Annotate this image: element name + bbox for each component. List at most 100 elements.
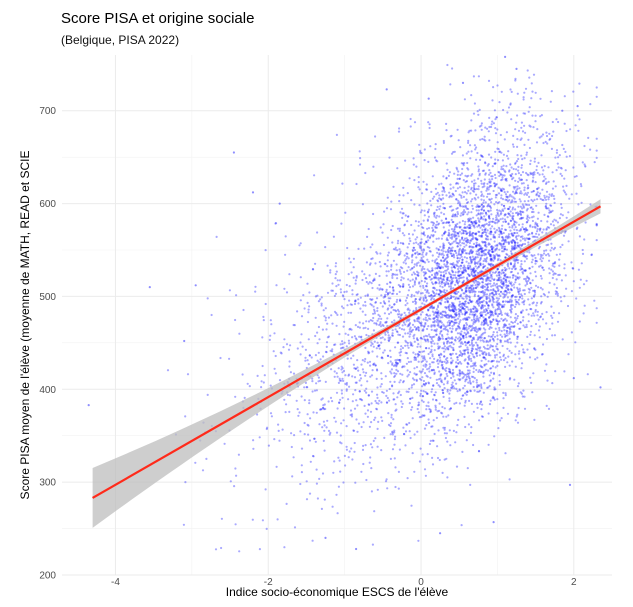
data-point xyxy=(393,303,396,306)
data-point xyxy=(547,407,551,410)
data-point xyxy=(529,159,532,162)
data-point xyxy=(461,252,464,255)
data-point xyxy=(574,341,577,344)
data-point xyxy=(554,370,557,373)
data-point xyxy=(392,273,395,276)
data-point xyxy=(518,223,521,226)
data-point xyxy=(513,264,516,267)
data-point xyxy=(476,402,479,405)
data-point xyxy=(354,282,357,285)
data-point xyxy=(516,322,519,325)
data-point xyxy=(478,224,481,227)
data-point xyxy=(490,310,494,314)
data-point xyxy=(531,232,534,235)
data-point xyxy=(490,275,493,278)
data-point xyxy=(510,175,513,178)
data-point xyxy=(233,485,236,488)
data-point xyxy=(498,230,501,233)
data-point xyxy=(570,261,573,264)
data-point xyxy=(405,390,408,393)
data-point xyxy=(479,370,482,373)
data-point xyxy=(464,174,467,177)
data-point xyxy=(519,321,522,324)
data-point xyxy=(480,250,483,253)
data-point xyxy=(475,379,478,382)
data-point xyxy=(537,211,540,214)
data-point xyxy=(469,365,472,368)
data-point xyxy=(483,364,486,367)
data-point xyxy=(471,313,474,316)
data-point xyxy=(415,278,418,281)
data-point xyxy=(504,198,507,201)
data-point xyxy=(548,267,551,270)
data-point xyxy=(319,408,322,411)
data-point xyxy=(356,430,359,433)
data-point xyxy=(463,226,466,229)
data-point xyxy=(362,371,365,374)
data-point xyxy=(545,202,548,205)
data-point xyxy=(441,405,444,409)
data-point xyxy=(411,452,414,455)
data-point xyxy=(552,180,555,183)
data-point xyxy=(456,168,459,171)
data-point xyxy=(488,276,491,279)
data-point xyxy=(445,346,449,349)
data-point xyxy=(510,118,513,121)
data-point xyxy=(407,373,410,376)
data-point xyxy=(355,399,358,402)
data-point xyxy=(492,397,496,400)
data-point xyxy=(414,220,417,223)
data-point xyxy=(477,327,480,330)
data-point xyxy=(425,188,429,191)
data-point xyxy=(425,253,428,256)
data-point xyxy=(489,282,492,285)
data-point xyxy=(517,180,520,183)
data-point xyxy=(510,351,513,354)
data-point xyxy=(304,356,307,359)
data-point xyxy=(431,388,434,391)
data-point xyxy=(493,435,496,438)
data-point xyxy=(510,284,514,287)
data-point xyxy=(380,356,384,359)
data-point xyxy=(513,241,516,244)
data-point xyxy=(566,304,570,308)
data-point xyxy=(462,279,465,282)
data-point xyxy=(470,402,473,405)
data-point xyxy=(521,243,525,246)
data-point xyxy=(481,281,484,284)
data-point xyxy=(535,165,539,168)
data-point xyxy=(526,69,529,72)
data-point xyxy=(511,234,514,237)
data-point xyxy=(394,374,397,377)
data-point xyxy=(484,161,487,164)
data-point xyxy=(504,236,507,239)
data-point xyxy=(491,297,494,300)
data-point xyxy=(514,128,517,131)
data-point xyxy=(381,419,384,422)
data-point xyxy=(393,429,396,432)
data-point xyxy=(424,382,428,385)
data-point xyxy=(497,276,500,279)
data-point xyxy=(331,400,334,403)
data-point xyxy=(477,248,480,251)
data-point xyxy=(465,252,469,255)
data-point xyxy=(456,245,459,248)
data-point xyxy=(489,335,492,338)
data-point xyxy=(445,281,448,284)
data-point xyxy=(451,387,454,390)
data-point xyxy=(504,392,507,395)
data-point xyxy=(467,224,470,227)
data-point xyxy=(490,360,493,363)
data-point xyxy=(450,362,453,365)
data-point xyxy=(466,225,469,228)
data-point xyxy=(482,224,485,227)
data-point xyxy=(487,130,490,133)
data-point xyxy=(406,332,410,335)
data-point xyxy=(343,407,346,410)
data-point xyxy=(482,265,485,268)
data-point xyxy=(509,261,512,264)
data-point xyxy=(524,227,528,230)
data-point xyxy=(464,302,467,305)
data-point xyxy=(501,268,504,271)
data-point xyxy=(398,326,401,330)
